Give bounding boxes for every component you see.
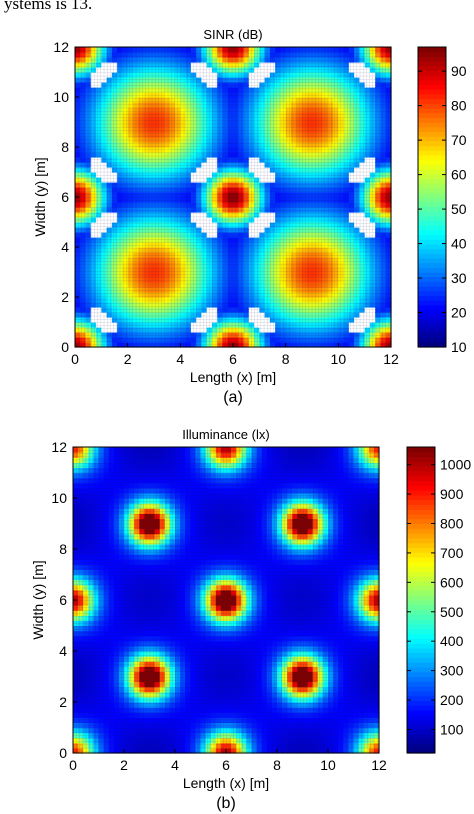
colorbar-segment [418,332,446,339]
colorbar-segment [418,267,446,273]
colorbar-segment [418,304,446,311]
colorbar-segment [418,56,446,62]
colorbar-tick-label: 90 [451,63,467,79]
colorbar-tick-label: 80 [451,98,467,114]
x-axis-label: Length (x) [m] [190,369,276,385]
colorbar-segment [418,154,446,161]
mesh-grid [75,47,391,347]
colorbar-segment [418,234,446,240]
colorbar-segment [418,75,446,81]
colorbar-segment [418,197,446,203]
y-tick-label: 12 [53,39,69,55]
x-tick-label: 6 [229,351,237,367]
colorbar-segment [418,65,446,72]
colorbar-tick-label: 70 [451,132,467,148]
colorbar-segment [418,229,446,236]
colorbar-segment [418,243,446,250]
y-tick-label: 8 [61,139,69,155]
colorbar-segment [418,211,446,217]
chart-title: SINR (dB) [203,27,262,42]
colorbar-segment [418,192,446,198]
colorbar-segment [418,201,446,207]
colorbar-tick-label: 30 [451,270,467,286]
colorbar-tick-label: 10 [451,339,467,355]
colorbar-segment [418,164,446,170]
colorbar-segment [418,187,446,193]
colorbar-segment [418,79,446,86]
colorbar-frame [417,46,447,348]
x-tick-label: 4 [176,351,184,367]
colorbar-segment [418,276,446,282]
colorbar-segment [418,140,446,147]
colorbar-segment [418,328,446,334]
colorbar-segment [418,168,446,175]
colorbar-segment [418,286,446,292]
colorbar-segment [418,173,446,179]
colorbar-segment [418,98,446,104]
colorbar-segment [418,112,446,118]
colorbar-segment [418,182,446,189]
colorbar-segment [418,262,446,268]
colorbar-segment [418,342,446,348]
x-tick-label: 0 [71,351,79,367]
colorbar-segment [418,47,446,53]
colorbar-segment [418,136,446,142]
colorbar-segment [418,295,446,301]
colorbar-tick-label: 60 [451,167,467,183]
colorbar-segment [418,126,446,132]
colorbar-segment [418,323,446,329]
caption-fragment: ystems is 13. [4,0,93,13]
colorbar-segment [418,61,446,67]
colorbar-tick-label: 20 [451,305,467,321]
y-tick-label: 4 [61,239,69,255]
colorbar-segment [418,314,446,320]
y-tick-label: 6 [61,189,69,205]
colorbar-segment [418,257,446,264]
colorbar-segment [418,309,446,315]
colorbar-segment [418,122,446,128]
colorbar-segment [418,281,446,287]
colorbar-segment [418,248,446,254]
colorbar-tick-label: 40 [451,236,467,252]
colorbar-segment [418,145,446,151]
colorbar-segment [418,206,446,212]
colorbar-tick-label: 50 [451,201,467,217]
colorbar-segment [418,93,446,100]
colorbar-segment [418,70,446,76]
x-tick-label: 2 [124,351,132,367]
colorbar-segment [418,89,446,95]
y-tick-label: 0 [61,339,69,355]
colorbar-segment [418,300,446,306]
colorbar-segment [418,253,446,259]
colorbar-segment [418,318,446,325]
colorbar-segment [418,337,446,343]
x-tick-label: 12 [383,351,399,367]
colorbar-segment [418,103,446,109]
colorbar-segment [418,272,446,278]
y-tick-label: 2 [61,289,69,305]
colorbar-segment [418,178,446,184]
colorbar-segment [418,51,446,57]
colorbar-segment [418,150,446,156]
colorbar-segment [418,215,446,222]
panel-label: (a) [223,389,243,406]
colorbar-segment [418,225,446,231]
x-tick-label: 8 [282,351,290,367]
colorbar-segment [418,239,446,245]
colorbar: 10 20 30 40 50 60 70 80 90 [417,46,467,355]
y-axis-label: Width (y) [m] [32,157,48,236]
colorbar-segment [418,131,446,137]
colorbar-segment [418,107,446,114]
colorbar-segment [418,159,446,165]
y-tick-label: 10 [53,89,69,105]
colorbar-segment [418,117,446,123]
x-tick-label: 10 [331,351,347,367]
colorbar-segment [418,220,446,226]
colorbar-segment [418,290,446,297]
chart-panel-a: 0 2 4 6 8 10 12 0 2 4 6 8 10 12 SINR (dB) Length (x) [m… [32,27,467,406]
colorbar-segment [418,84,446,90]
